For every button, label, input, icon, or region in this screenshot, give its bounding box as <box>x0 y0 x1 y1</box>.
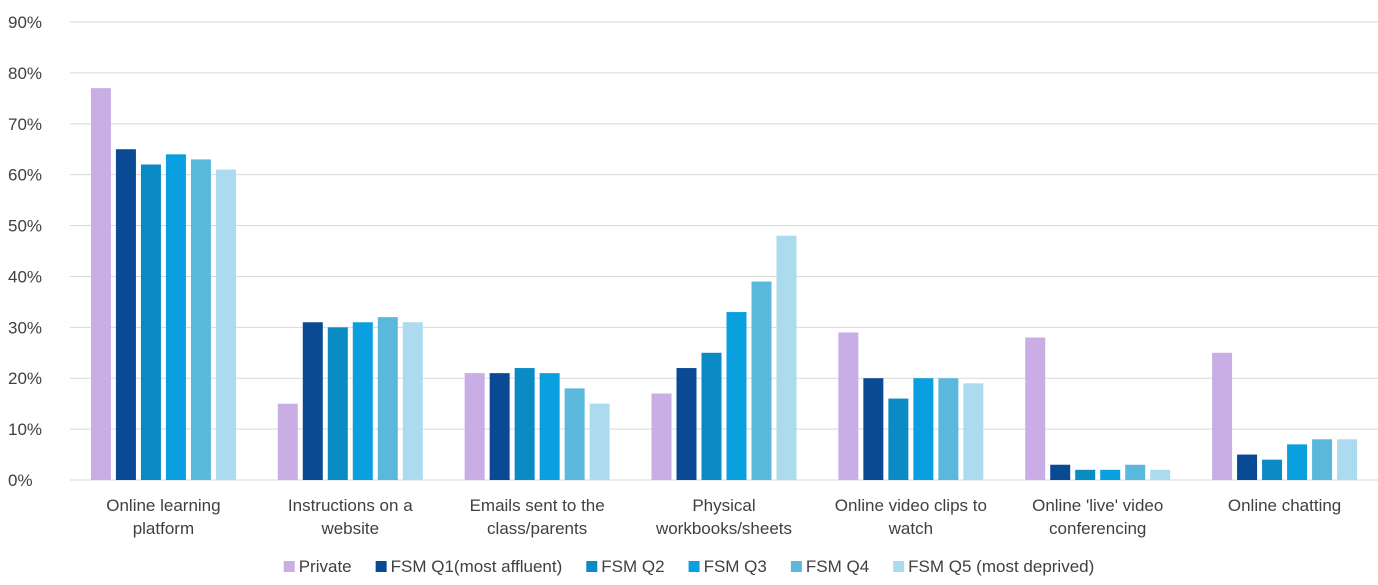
bar-5-7 <box>1312 439 1333 480</box>
y-tick-label: 90% <box>8 13 42 32</box>
bars <box>90 88 1358 481</box>
legend-item: Private <box>283 557 352 576</box>
bar-4-1 <box>165 154 186 481</box>
bar-6-5 <box>963 383 984 480</box>
bar-4-7 <box>1287 444 1308 480</box>
bar-4-3 <box>539 373 560 480</box>
gridlines <box>70 21 1378 481</box>
bar-3-3 <box>514 368 535 480</box>
legend-label: FSM Q3 <box>704 557 767 576</box>
bar-5-3 <box>564 388 585 480</box>
bar-2-1 <box>115 149 136 480</box>
legend-label: Private <box>299 557 352 576</box>
legend-swatch <box>688 561 700 572</box>
bar-6-3 <box>589 403 610 480</box>
x-category-label: Online chatting <box>1228 496 1341 515</box>
bar-1-1 <box>90 88 111 481</box>
bar-4-5 <box>913 378 934 480</box>
x-category-label: website <box>320 519 379 538</box>
y-tick-label: 80% <box>8 64 42 83</box>
bar-6-7 <box>1337 439 1358 480</box>
bar-3-6 <box>1075 469 1096 480</box>
y-tick-label: 0% <box>8 471 33 490</box>
x-axis: Online learning platform Instructions on a… <box>106 496 1341 538</box>
legend-item: FSM Q1(most affluent) <box>375 557 563 576</box>
x-category-label: Online 'live' video <box>1032 496 1163 515</box>
y-tick-label: 40% <box>8 267 42 286</box>
bar-1-7 <box>1212 352 1233 480</box>
legend: Private FSM Q1(most affluent) FSM Q2 FSM Q3… <box>283 557 1094 576</box>
legend-label: FSM Q1(most affluent) <box>391 557 563 576</box>
legend-swatch <box>893 561 905 572</box>
bar-2-2 <box>302 322 323 480</box>
bar-2-3 <box>489 373 510 480</box>
bar-1-2 <box>277 403 298 480</box>
legend-item: FSM Q3 <box>688 557 767 576</box>
legend-label: FSM Q5 (most deprived) <box>908 557 1094 576</box>
x-category-label: conferencing <box>1049 519 1146 538</box>
y-tick-label: 60% <box>8 166 42 185</box>
bar-5-5 <box>938 378 959 480</box>
bar-6-1 <box>215 169 236 481</box>
bar-4-2 <box>352 322 373 480</box>
bar-3-5 <box>888 398 909 480</box>
bar-3-1 <box>140 164 161 480</box>
bar-1-4 <box>651 393 672 480</box>
legend-swatch <box>790 561 802 572</box>
bar-2-5 <box>863 378 884 480</box>
bar-6-2 <box>402 322 423 480</box>
legend-swatch <box>375 561 387 572</box>
x-category-label: Online learning <box>106 496 220 515</box>
legend-swatch <box>586 561 598 572</box>
bar-6-4 <box>776 235 797 480</box>
bar-5-4 <box>751 281 772 480</box>
y-tick-label: 10% <box>8 420 42 439</box>
legend-item: FSM Q4 <box>790 557 869 576</box>
x-category-label: platform <box>133 519 194 538</box>
legend-swatch <box>283 561 295 572</box>
x-category-label: watch <box>888 519 933 538</box>
legend-label: FSM Q4 <box>806 557 869 576</box>
y-tick-label: 30% <box>8 318 42 337</box>
bar-1-3 <box>464 373 485 480</box>
x-category-label: class/parents <box>487 519 587 538</box>
bar-3-7 <box>1262 459 1283 480</box>
y-axis-ticks: 0% 10% 20% 30% 40% 50% 60% 70% 80% 90% <box>8 13 42 490</box>
legend-item: FSM Q2 <box>586 557 665 576</box>
legend-item: FSM Q5 (most deprived) <box>893 557 1094 576</box>
legend-label: FSM Q2 <box>601 557 664 576</box>
y-tick-label: 70% <box>8 115 42 134</box>
y-tick-label: 50% <box>8 217 42 236</box>
bar-5-1 <box>190 159 211 480</box>
bar-2-6 <box>1050 464 1071 480</box>
bar-3-4 <box>701 352 722 480</box>
bar-2-7 <box>1237 454 1258 480</box>
x-category-label: workbooks/sheets <box>655 519 792 538</box>
bar-2-4 <box>676 368 697 480</box>
bar-1-6 <box>1025 337 1046 480</box>
x-category-label: Physical <box>692 496 755 515</box>
bar-4-4 <box>726 312 747 480</box>
bar-6-6 <box>1150 469 1171 480</box>
y-tick-label: 20% <box>8 369 42 388</box>
x-category-label: Emails sent to the <box>470 496 605 515</box>
bar-5-6 <box>1125 464 1146 480</box>
bar-4-6 <box>1100 469 1121 480</box>
bar-3-2 <box>327 327 348 480</box>
bar-1-5 <box>838 332 859 480</box>
x-category-label: Online video clips to <box>835 496 987 515</box>
bar-5-2 <box>377 317 398 480</box>
x-category-label: Instructions on a <box>288 496 413 515</box>
